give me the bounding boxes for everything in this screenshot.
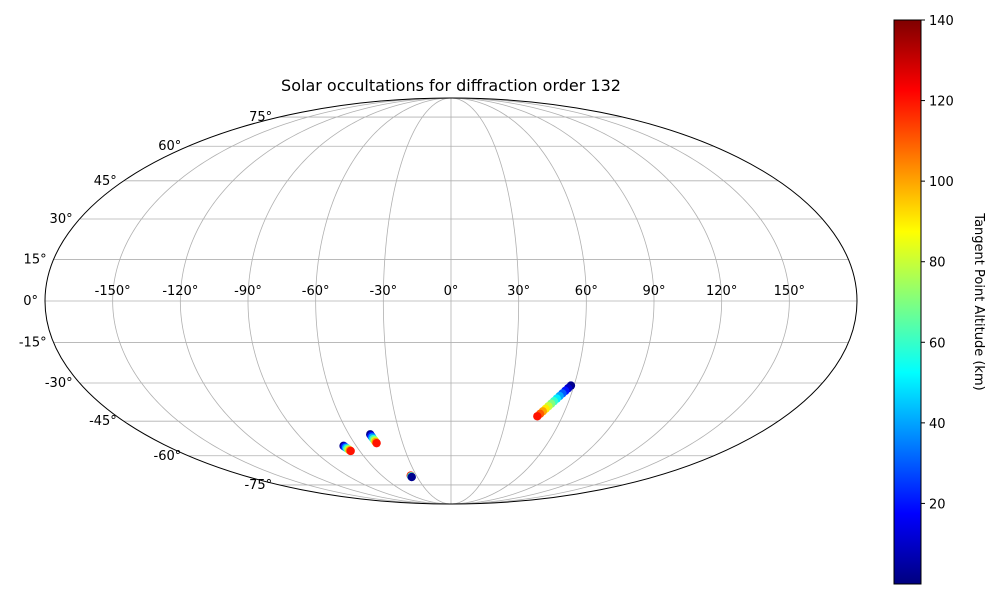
colorbar-tick-label: 100 (929, 175, 954, 190)
latitude-tick-label: 30° (50, 212, 73, 227)
data-points (339, 381, 576, 482)
latitude-tick-label: 45° (94, 174, 117, 189)
chart-title: Solar occultations for diffraction order… (281, 76, 621, 95)
colorbar: 20 40 60 80 100 120 140 Tangent Point Altitude… (893, 14, 986, 585)
longitude-tick-label: 120° (706, 284, 737, 299)
colorbar-label: Tangent Point Altitude (km) (971, 212, 986, 390)
longitude-tick-label: 0° (444, 284, 459, 299)
colorbar-tick-label: 60 (929, 336, 946, 351)
map-grid (45, 97, 857, 505)
latitude-tick-label: 0° (23, 294, 38, 309)
longitude-tick-label: 60° (575, 284, 598, 299)
latitude-tick-label: 75° (249, 110, 272, 125)
longitude-tick-label: -30° (369, 284, 397, 299)
colorbar-tick-label: 40 (929, 417, 946, 432)
longitude-tick-label: -90° (234, 284, 262, 299)
longitude-tick-label: 90° (642, 284, 665, 299)
longitude-tick-label: -150° (95, 284, 131, 299)
map-boundary (44, 97, 858, 505)
longitude-tick-label: -120° (162, 284, 198, 299)
latitude-tick-label: 15° (24, 252, 47, 267)
occultation-point (407, 472, 416, 482)
colorbar-tick-label: 20 (929, 497, 946, 512)
longitude-tick-labels: -150° -120° -90° -60° -30° 0° 30° 60° 90° 120° 150… (95, 284, 805, 299)
colorbar-gradient (893, 19, 922, 585)
occultation-point (533, 412, 542, 421)
occultation-point (346, 446, 355, 456)
colorbar-tick-label: 120 (929, 95, 954, 110)
latitude-tick-label: -30° (45, 376, 73, 391)
latitude-tick-label: 60° (158, 139, 181, 154)
longitude-tick-label: 30° (507, 284, 530, 299)
longitude-tick-label: -60° (302, 284, 330, 299)
latitude-tick-label: -15° (19, 336, 47, 351)
latitude-tick-label: -45° (89, 414, 117, 429)
latitude-tick-labels: -75° -60° -45° -30° -15° 0° 15° 30° 45° 60° 75° (19, 110, 272, 493)
latitude-tick-label: -75° (244, 478, 272, 493)
occultation-point (372, 438, 381, 448)
colorbar-ticks: 20 40 60 80 100 120 140 (921, 14, 954, 512)
latitude-tick-label: -60° (154, 449, 182, 464)
colorbar-tick-label: 80 (929, 256, 946, 271)
colorbar-tick-label: 140 (929, 14, 954, 29)
longitude-tick-label: 150° (774, 284, 805, 299)
